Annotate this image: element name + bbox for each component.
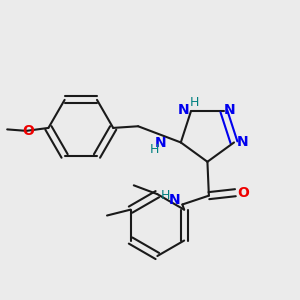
Text: N: N — [224, 103, 236, 117]
Text: H: H — [150, 143, 160, 156]
Text: N: N — [236, 135, 248, 149]
Text: N: N — [169, 193, 181, 207]
Text: O: O — [237, 186, 249, 200]
Text: H: H — [190, 96, 199, 110]
Text: N: N — [178, 103, 189, 117]
Text: O: O — [22, 124, 34, 138]
Text: N: N — [155, 136, 166, 150]
Text: H: H — [161, 188, 171, 202]
